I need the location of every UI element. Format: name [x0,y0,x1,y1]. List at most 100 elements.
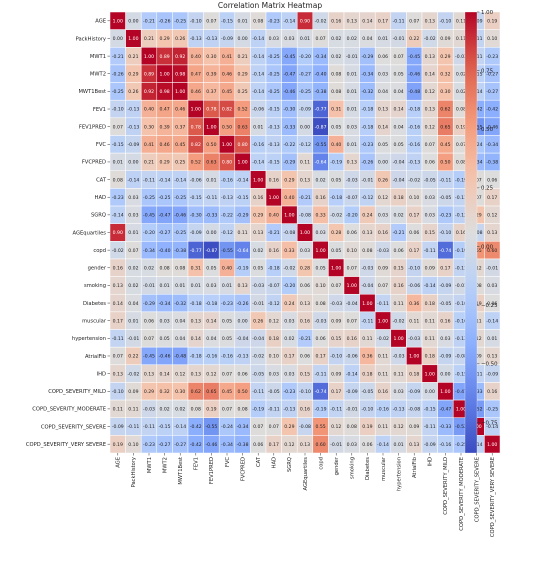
cell-value-label: -0.05 [424,177,436,183]
cell-value-label: -0.23 [486,54,498,60]
row-label: MWT1 [90,54,106,60]
cell-value-label: -0.02 [127,371,139,377]
cell-value-label: 0.13 [113,283,123,289]
cell-value-label: 0.01 [347,89,357,95]
cell-value-label: 0.29 [284,177,294,183]
cell-value-label: 0.40 [191,54,201,60]
cell-value-label: 0.06 [425,160,435,166]
cell-value-label: 0.06 [237,371,247,377]
cell-value-label: 1.00 [300,230,310,236]
cell-value-label: -0.13 [237,354,249,360]
cell-value-label: 0.03 [128,213,138,219]
cell-value-label: -0.01 [486,265,498,271]
cell-value-label: -0.46 [283,89,295,95]
column-label: PackHistory [131,457,137,487]
cell-value-label: -0.34 [143,248,155,254]
column-label: FVC [225,457,231,468]
cell-value-label: 0.12 [175,371,185,377]
cell-value-label: -0.25 [486,407,498,413]
column-label: AtrialFib [412,456,418,478]
cell-value-label: 0.17 [378,19,388,25]
cell-value-label: 0.21 [144,36,154,42]
cell-value-label: 0.01 [347,142,357,148]
cell-value-label: -0.19 [455,248,467,254]
cell-value-label: 0.02 [159,407,169,413]
cell-value-label: 0.11 [409,318,419,324]
cell-value-label: -0.27 [174,442,186,448]
cell-value-label: -0.46 [486,124,498,130]
cell-value-label: -0.11 [143,424,155,430]
cell-value-label: 0.26 [253,318,263,324]
cell-value-label: -0.02 [252,354,264,360]
row-label: smoking [84,283,106,289]
cell-value-label: 0.07 [456,142,466,148]
cell-value-label: -0.19 [237,265,249,271]
cell-value-label: -0.27 [486,71,498,77]
cell-value-label: -0.08 [283,230,295,236]
cell-value-label: -0.14 [424,283,436,289]
cell-value-label: 0.11 [378,354,388,360]
cell-value-label: 0.29 [144,389,154,395]
cell-value-label: -0.10 [361,407,373,413]
cell-value-label: 0.11 [393,371,403,377]
cell-value-label: -0.15 [221,19,233,25]
cell-value-label: -0.46 [205,442,217,448]
cell-value-label: 0.05 [378,142,388,148]
cell-value-label: 0.13 [113,371,123,377]
cell-value-label: 0.01 [347,71,357,77]
cell-value-label: -0.13 [455,336,467,342]
cell-value-label: 0.00 [378,160,388,166]
cell-value-label: 0.01 [378,36,388,42]
cell-value-label: 0.55 [315,424,325,430]
cell-value-label: -0.19 [315,407,327,413]
column-label: MWT1Best [178,457,184,485]
cell-value-label: -0.33 [439,424,451,430]
cell-value-label: 0.03 [393,389,403,395]
cell-value-label: 0.02 [253,248,263,254]
cell-value-label: 0.08 [331,89,341,95]
cell-value-label: -0.09 [221,36,233,42]
cell-value-label: -0.45 [283,54,295,60]
cell-value-label: 0.11 [425,318,435,324]
cell-value-label: -0.34 [159,301,171,307]
row-label: COPD_SEVERITY_MODERATE [32,407,106,413]
cell-value-label: -0.23 [361,142,373,148]
cell-value-label: 0.02 [331,54,341,60]
cell-value-label: 0.24 [284,301,294,307]
cell-value-label: 0.03 [425,195,435,201]
cell-value-label: 1.00 [237,160,247,166]
cell-value-label: -0.11 [377,301,389,307]
cell-value-label: -0.19 [252,407,264,413]
cell-value-label: 0.07 [269,424,279,430]
cell-value-label: 0.78 [191,124,201,130]
cell-value-label: -0.20 [346,213,358,219]
cell-value-label: 0.08 [191,407,201,413]
cell-value-label: -0.03 [330,301,342,307]
cell-value-label: 0.16 [456,230,466,236]
cell-value-label: 0.62 [191,389,201,395]
cell-value-label: 0.40 [331,142,341,148]
cell-value-label: 0.02 [331,36,341,42]
cell-value-label: 0.03 [378,71,388,77]
cell-value-label: 0.09 [128,389,138,395]
row-label: FEV1 [93,107,106,113]
cell-value-label: -0.04 [393,160,405,166]
cell-value-label: -0.05 [361,389,373,395]
cell-value-label: 0.05 [159,336,169,342]
cell-value-label: 1.00 [159,71,169,77]
cell-value-label: 0.19 [113,442,123,448]
row-label: FVCPRED [82,160,106,166]
cell-value-label: -0.18 [190,354,202,360]
cell-value-label: -0.02 [112,248,124,254]
cell-value-label: 1.00 [269,195,279,201]
cell-value-label: 0.15 [331,336,341,342]
cell-value-label: 0.13 [191,371,201,377]
cell-value-label: 0.00 [237,36,247,42]
cell-value-label: -0.34 [361,71,373,77]
column-label: AGE [116,457,122,468]
cell-value-label: 0.80 [237,142,247,148]
cell-value-label: -0.46 [159,354,171,360]
cell-value-label: 0.13 [409,442,419,448]
cell-value-label: -0.10 [299,389,311,395]
cell-value-label: 0.17 [284,354,294,360]
